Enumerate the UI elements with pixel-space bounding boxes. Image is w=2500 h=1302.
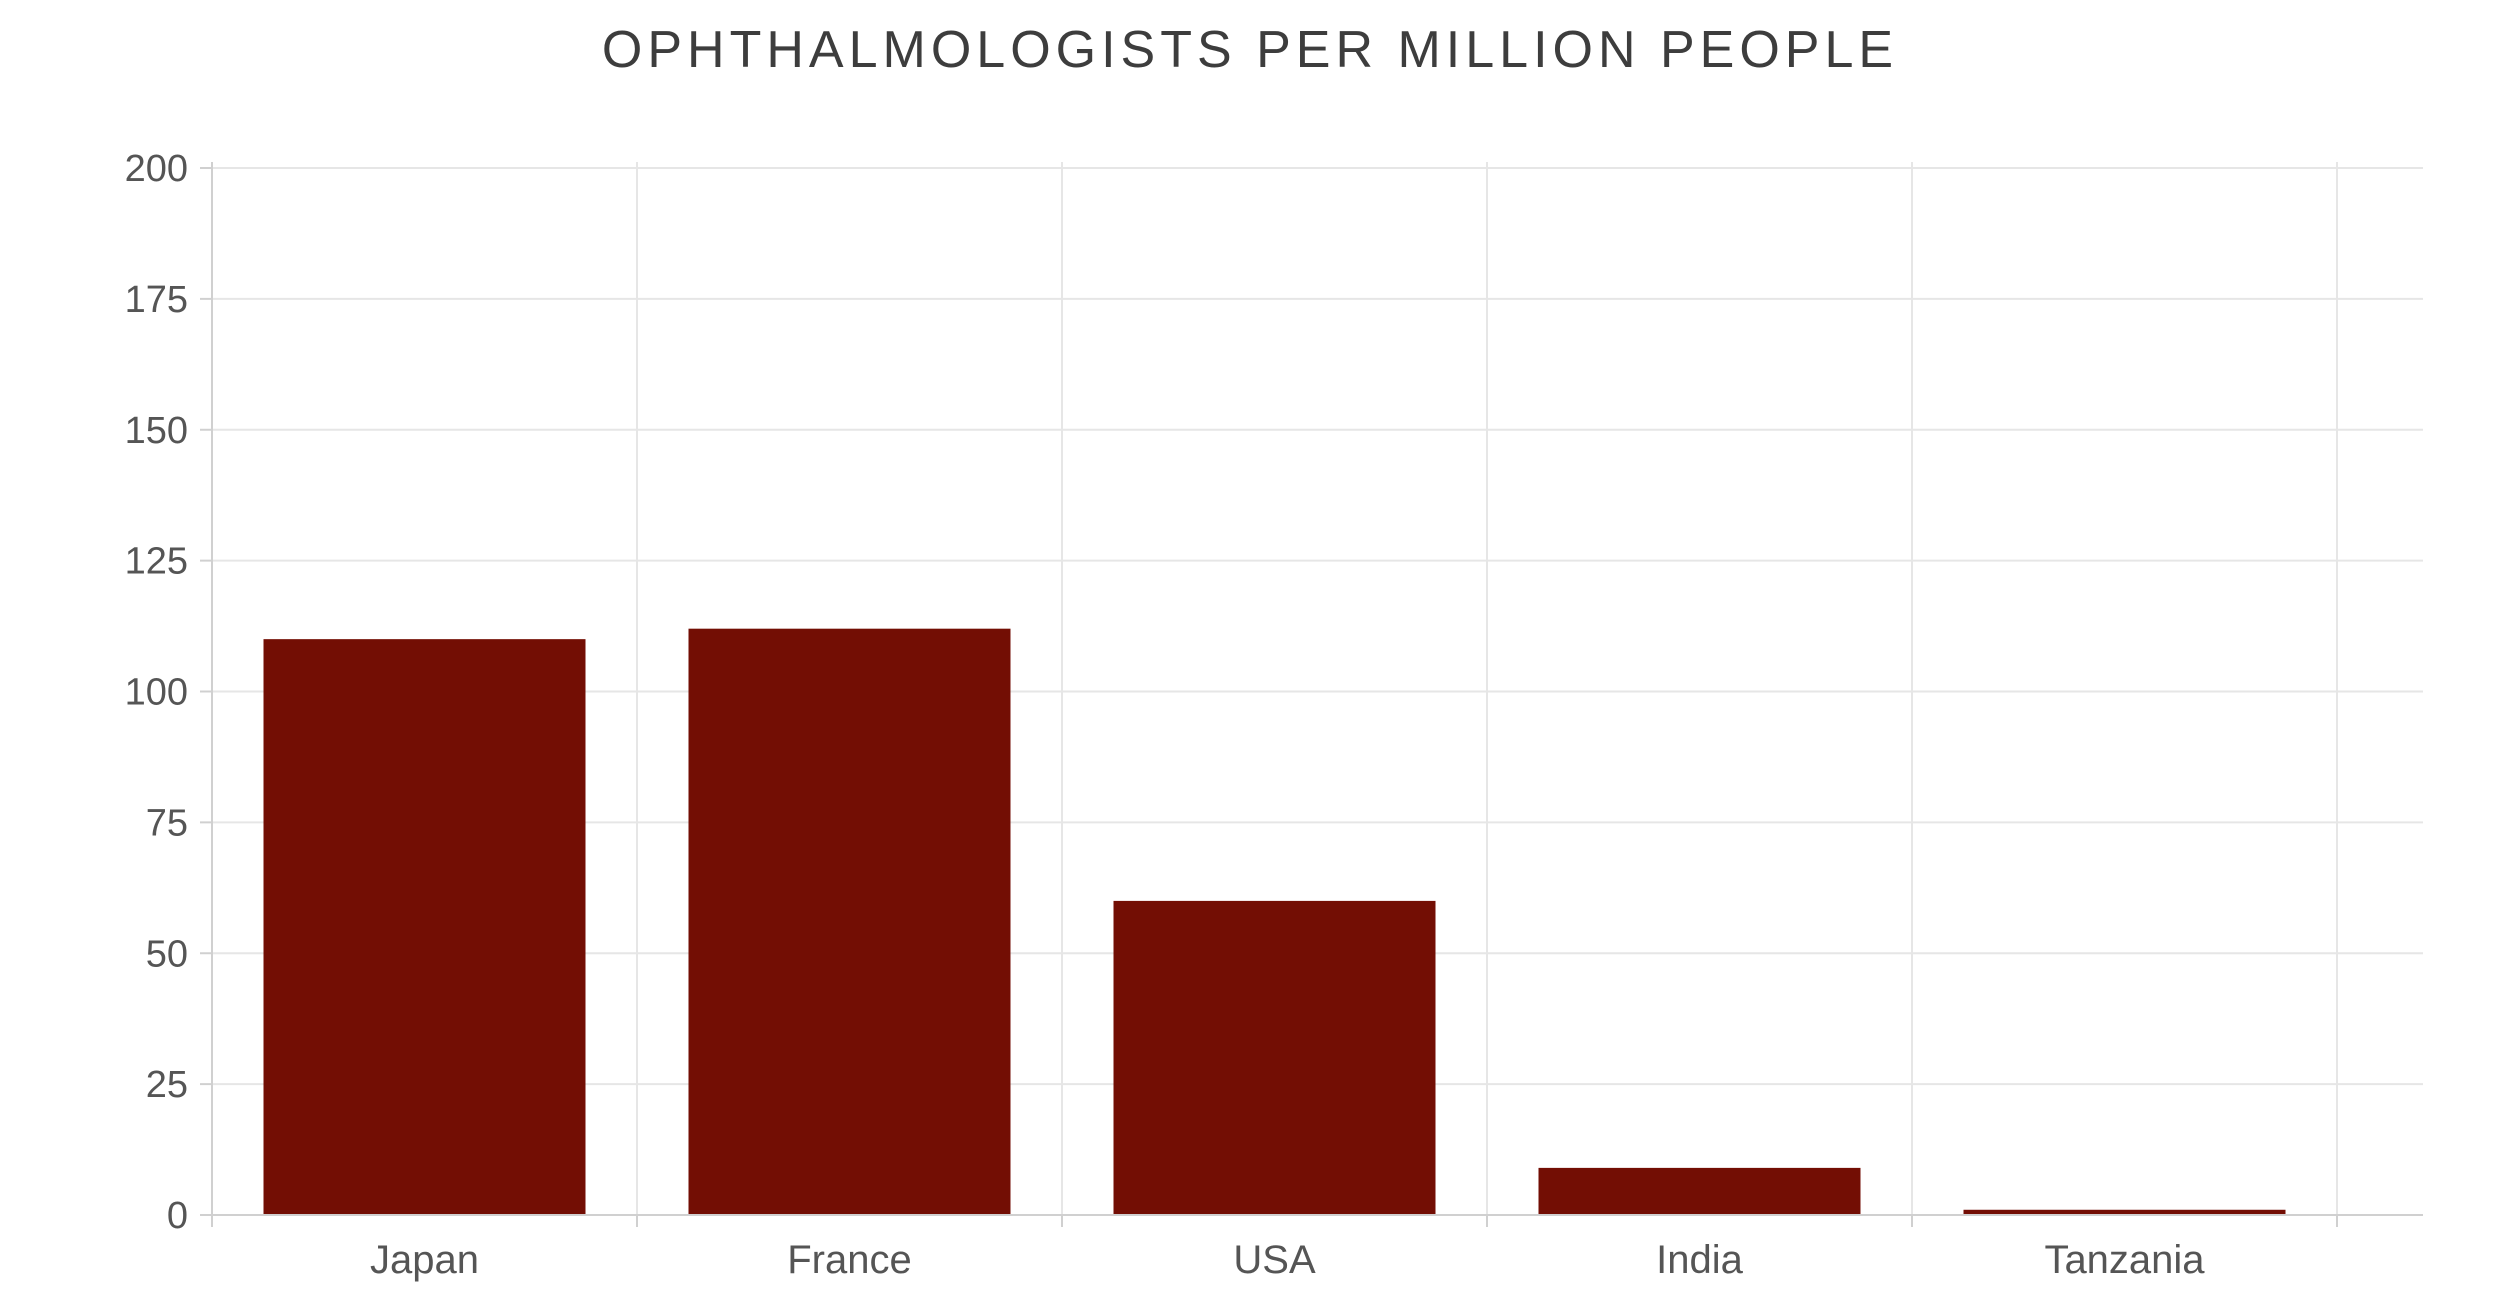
y-tick-label: 175 (125, 279, 188, 321)
x-tick-label: France (787, 1238, 912, 1282)
x-tick-label: India (1656, 1238, 1743, 1282)
y-tick-label: 150 (125, 410, 188, 452)
bar-tanzania[interactable] (1963, 1209, 2286, 1215)
x-tick-label: Japan (370, 1238, 479, 1282)
y-tick-label: 25 (146, 1064, 188, 1106)
bars-layer (263, 628, 2286, 1215)
bar-india[interactable] (1538, 1167, 1861, 1215)
y-tick-label: 75 (146, 802, 188, 844)
x-tick-label: USA (1233, 1238, 1316, 1282)
bar-france[interactable] (688, 628, 1011, 1215)
x-tick-label: Tanzania (2044, 1238, 2205, 1282)
chart-title: OPHTHALMOLOGISTS PER MILLION PEOPLE (601, 21, 1899, 79)
y-tick-label: 0 (167, 1195, 188, 1237)
y-tick-label: 200 (125, 148, 188, 190)
y-tick-label: 50 (146, 933, 188, 975)
bar-japan[interactable] (263, 639, 586, 1215)
y-tick-label: 100 (125, 672, 188, 714)
bar-usa[interactable] (1113, 900, 1436, 1215)
y-tick-label: 125 (125, 541, 188, 583)
axis-layer: 0 25 50 75 100 125 150 175 200 Japan France USA Indi… (125, 148, 2423, 1282)
